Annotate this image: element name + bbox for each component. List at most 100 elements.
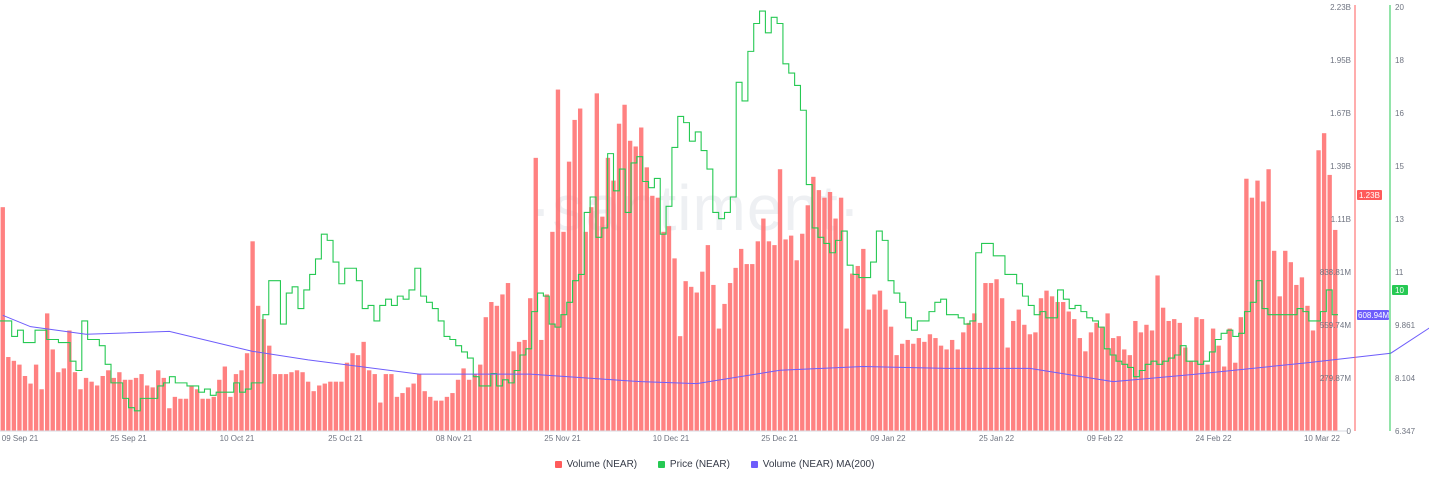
volume-bar (916, 338, 922, 431)
volume-bar (1321, 133, 1327, 431)
volume-bar (178, 398, 183, 431)
volume-bar (1172, 319, 1177, 431)
price-last-badge: 10 (1392, 285, 1408, 295)
volume-bar (466, 379, 472, 431)
volume-bar (383, 374, 389, 431)
volume-bar (405, 387, 411, 431)
volume-bar (711, 284, 716, 431)
volume-bar (755, 241, 760, 431)
volume-bar (1188, 360, 1194, 431)
volume-bar (1088, 332, 1094, 431)
volume-bar (1083, 351, 1088, 431)
volume-bar (872, 294, 877, 431)
volume-bar (1038, 298, 1044, 431)
volume-bar (289, 372, 294, 431)
svg-text:10: 10 (1395, 286, 1404, 295)
volume-bar (1027, 334, 1033, 431)
volume-tick-label: 1.95B (1330, 56, 1351, 65)
volume-bar (605, 157, 611, 431)
volume-bar (128, 379, 133, 431)
volume-bar (744, 264, 749, 431)
volume-tick-label: 1.11B (1331, 215, 1351, 224)
volume-bar (378, 402, 383, 431)
volume-bar (472, 374, 477, 431)
volume-bar (489, 302, 494, 431)
volume-bar (661, 231, 666, 431)
volume-bar (1055, 302, 1060, 431)
volume-bar (861, 248, 866, 431)
volume-bar (1127, 355, 1132, 431)
volume-bar (700, 271, 705, 431)
volume-bar (1255, 180, 1260, 431)
volume-bar (1005, 347, 1010, 431)
volume-bar (1310, 330, 1316, 431)
volume-bar (788, 235, 794, 431)
volume-axis-ticks: 2.23B 1.95B 1.67B 1.39B 1.11B 838.81M 559.74M 2… (1320, 3, 1352, 436)
volume-bar (328, 381, 333, 431)
volume-bar (761, 218, 766, 431)
volume-bar (261, 319, 266, 431)
volume-bar (83, 377, 89, 431)
legend-item-price[interactable]: Price (NEAR) (657, 459, 730, 470)
legend-swatch-volume (554, 461, 562, 468)
volume-bar (455, 379, 461, 431)
volume-bar (444, 396, 450, 431)
volume-bar (805, 205, 810, 431)
volume-bar (733, 267, 738, 431)
volume-bar (1033, 332, 1038, 431)
price-tick-label: 8.104 (1395, 374, 1416, 383)
volume-bar (1044, 290, 1049, 431)
volume-bar (1144, 324, 1149, 431)
x-tick-label: 09 Sep 21 (2, 434, 39, 443)
legend-item-ma[interactable]: Volume (NEAR) MA(200) (750, 459, 874, 470)
price-line (0, 10, 1338, 412)
volume-bar (422, 391, 427, 431)
volume-bar (794, 260, 799, 431)
volume-bar (522, 339, 527, 431)
volume-bar (17, 364, 22, 431)
volume-bar (1016, 309, 1021, 431)
volume-bar (1183, 347, 1188, 431)
volume-bar (200, 398, 205, 431)
volume-bar (33, 364, 39, 431)
volume-bar (478, 364, 483, 431)
volume-bar (1049, 296, 1055, 431)
volume-bar (189, 385, 194, 431)
x-tick-label: 09 Jan 22 (870, 434, 906, 443)
volume-bar (783, 239, 788, 431)
volume-bar (67, 330, 72, 431)
volume-tick-label: 838.81M (1320, 268, 1351, 277)
x-tick-label: 25 Dec 21 (761, 434, 798, 443)
volume-bar (528, 298, 533, 431)
volume-bar (1011, 320, 1016, 431)
volume-bar (589, 207, 594, 431)
volume-bar (1149, 330, 1155, 431)
volume-bar (1205, 364, 1210, 431)
volume-bar (217, 379, 222, 431)
volume-bar (511, 351, 516, 431)
volume-bar (577, 108, 583, 431)
volume-bar (78, 389, 83, 431)
volume-bar (167, 408, 172, 431)
volume-bar (739, 248, 744, 431)
volume-bar (50, 349, 55, 431)
volume-bar (1260, 201, 1266, 431)
volume-bar (639, 127, 644, 431)
volume-bar (244, 353, 250, 431)
volume-bar (572, 119, 577, 431)
volume-bar (994, 279, 999, 431)
volume-bar (594, 93, 599, 432)
volume-bar (905, 339, 910, 431)
volume-bar (1155, 275, 1160, 431)
volume-bar (1160, 307, 1166, 431)
volume-bar (683, 281, 688, 431)
volume-bar (1244, 178, 1249, 431)
legend-item-volume[interactable]: Volume (NEAR) (554, 459, 637, 470)
volume-bar (827, 192, 833, 431)
volume-bar (999, 298, 1005, 431)
volume-bar (1210, 328, 1216, 431)
volume-bar (28, 383, 33, 431)
volume-bar (894, 355, 899, 431)
price-tick-label: 15 (1395, 162, 1404, 171)
volume-bar (1222, 366, 1227, 431)
